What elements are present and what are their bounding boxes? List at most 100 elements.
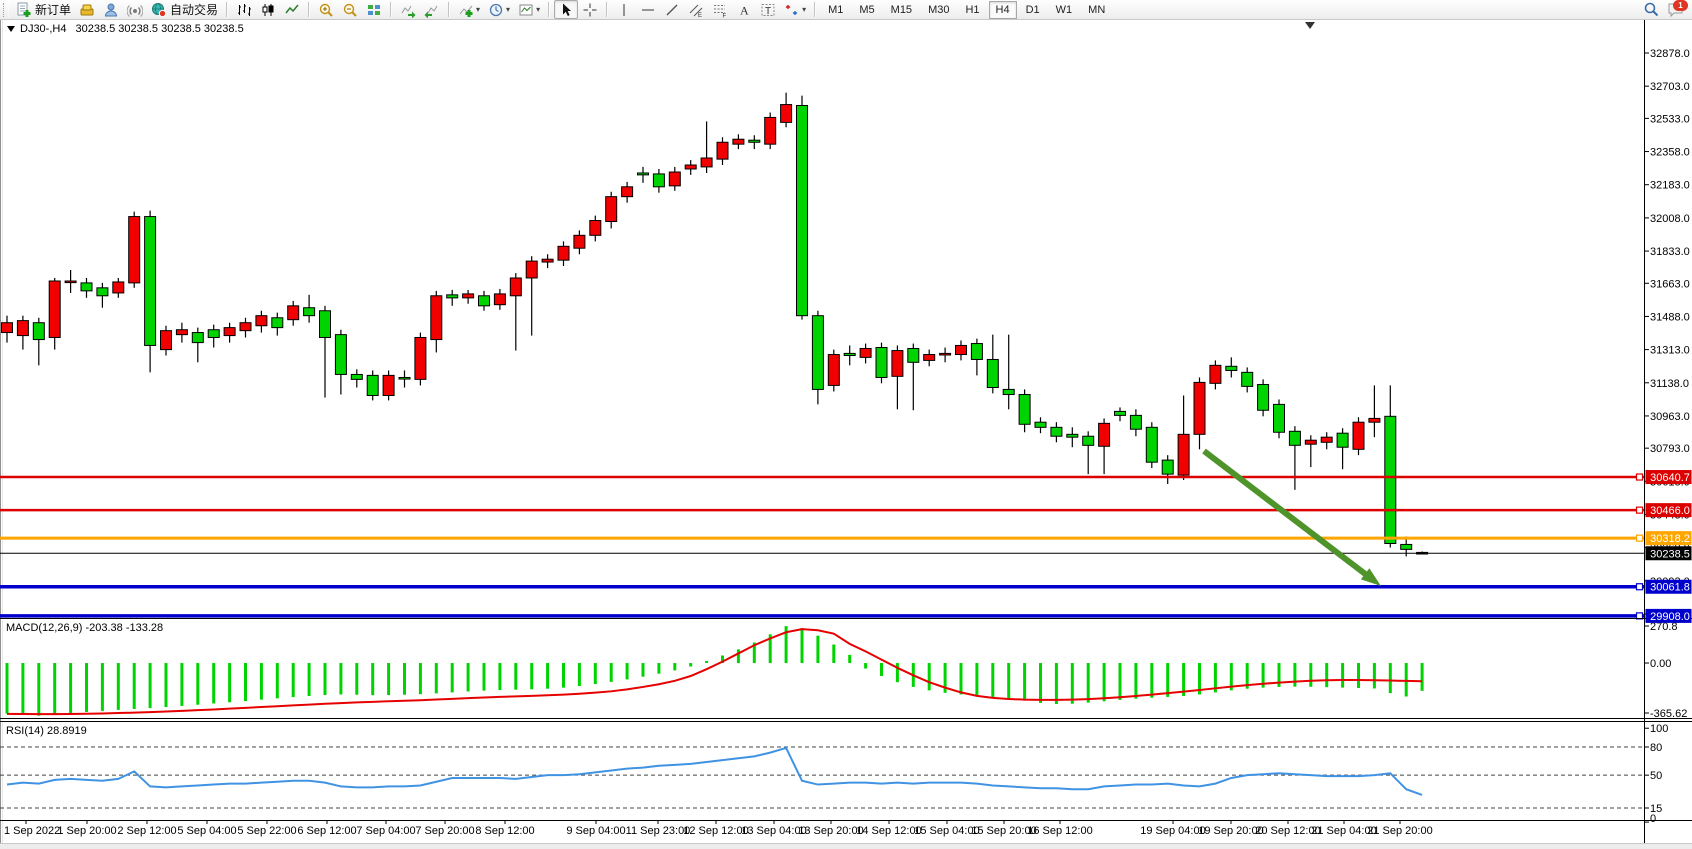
signals-button[interactable] bbox=[123, 0, 147, 19]
notifications-button[interactable]: 1 bbox=[1666, 0, 1688, 18]
channel-icon: E bbox=[688, 2, 704, 18]
rsi-pane: 100 80 50 150 RSI(14) 28.8919 bbox=[0, 723, 1668, 825]
zoom-in-button[interactable] bbox=[314, 0, 338, 19]
toolbar-separator bbox=[814, 2, 817, 17]
macd-pane: 270.8 0.00 -365.62 MACD(12,26,9) -203.38 -1… bbox=[5, 621, 1687, 720]
svg-text:100: 100 bbox=[1650, 723, 1668, 735]
svg-text:32703.0: 32703.0 bbox=[1650, 81, 1690, 93]
equidistant-channel-button[interactable]: E bbox=[684, 0, 708, 19]
indicators-button[interactable]: ▾ bbox=[454, 0, 484, 19]
timeframe-mn-button[interactable]: MN bbox=[1088, 3, 1106, 16]
svg-text:-365.62: -365.62 bbox=[1650, 708, 1687, 720]
line-handle[interactable] bbox=[1635, 612, 1644, 620]
text-button[interactable]: A bbox=[732, 0, 756, 19]
auto-trading-button[interactable]: 自动交易 bbox=[147, 0, 222, 19]
line-handle[interactable] bbox=[1635, 534, 1644, 542]
price-label-30466.0: 30466.0 bbox=[1650, 505, 1690, 517]
toolbar-separator bbox=[390, 2, 393, 17]
macd-label: MACD(12,26,9) -203.38 -133.28 bbox=[6, 622, 163, 634]
chart-shift-button[interactable] bbox=[420, 0, 444, 19]
vertical-line-button[interactable] bbox=[612, 0, 636, 19]
chevron-down-icon[interactable]: ▾ bbox=[536, 5, 541, 14]
cursor-button[interactable] bbox=[554, 0, 579, 19]
zoom-out-icon bbox=[342, 2, 358, 18]
line-chart-button[interactable] bbox=[280, 0, 304, 19]
svg-text:9 Sep 04:00: 9 Sep 04:00 bbox=[566, 825, 625, 837]
timeframe-m5-button[interactable]: M5 bbox=[859, 3, 875, 16]
fibo-icon: F bbox=[712, 2, 728, 18]
template-icon bbox=[518, 2, 534, 18]
svg-text:7 Sep 20:00: 7 Sep 20:00 bbox=[415, 825, 474, 837]
new-order-button[interactable]: 新订单 bbox=[12, 0, 75, 19]
new-order-label: 新订单 bbox=[35, 3, 72, 17]
clock-icon bbox=[488, 2, 504, 18]
market-watch-button[interactable] bbox=[99, 0, 123, 19]
text-label-button[interactable]: T bbox=[756, 0, 780, 19]
svg-text:15: 15 bbox=[1650, 803, 1662, 815]
person-icon bbox=[103, 2, 119, 18]
svg-text:13 Sep 20:00: 13 Sep 20:00 bbox=[798, 825, 863, 837]
candlestick-chart-button[interactable] bbox=[256, 0, 280, 19]
arrows-icon bbox=[784, 2, 800, 18]
timeframe-m1-button[interactable]: M1 bbox=[828, 3, 844, 16]
candles bbox=[1, 92, 1429, 557]
shift-marker[interactable] bbox=[1305, 22, 1315, 29]
chevron-down-icon[interactable]: ▾ bbox=[802, 5, 807, 14]
svg-text:13 Sep 04:00: 13 Sep 04:00 bbox=[741, 825, 806, 837]
svg-text:1 Sep 20:00: 1 Sep 20:00 bbox=[57, 825, 116, 837]
chevron-down-icon[interactable]: ▾ bbox=[476, 5, 481, 14]
svg-text:16 Sep 12:00: 16 Sep 12:00 bbox=[1027, 825, 1092, 837]
trendline-button[interactable] bbox=[660, 0, 684, 19]
svg-text:31313.0: 31313.0 bbox=[1650, 345, 1690, 357]
tile-windows-button[interactable] bbox=[362, 0, 386, 19]
chevron-down-icon[interactable]: ▾ bbox=[506, 5, 511, 14]
timeframe-h1-button[interactable]: H1 bbox=[965, 3, 980, 16]
signal-icon bbox=[127, 2, 144, 18]
candles-icon bbox=[260, 2, 276, 18]
fibonacci-button[interactable]: F bbox=[708, 0, 732, 19]
arrows-button[interactable]: ▾ bbox=[780, 0, 810, 19]
symbol-period: DJ30-,H4 bbox=[20, 23, 67, 35]
timeframe-m15-button[interactable]: M15 bbox=[890, 3, 913, 16]
svg-text:E: E bbox=[698, 13, 702, 18]
svg-text:11 Sep 23:00: 11 Sep 23:00 bbox=[626, 825, 691, 837]
svg-text:0: 0 bbox=[1650, 813, 1656, 825]
auto-scroll-button[interactable] bbox=[396, 0, 420, 19]
svg-text:32008.0: 32008.0 bbox=[1650, 213, 1690, 225]
toolbar-separator bbox=[226, 2, 229, 17]
line-handle[interactable] bbox=[1635, 473, 1644, 481]
shift-icon bbox=[424, 2, 440, 18]
horizontal-line-button[interactable] bbox=[636, 0, 660, 19]
line-handle[interactable] bbox=[1635, 583, 1644, 591]
svg-text:19 Sep 04:00: 19 Sep 04:00 bbox=[1140, 825, 1205, 837]
timeframe-m30-button[interactable]: M30 bbox=[928, 3, 950, 16]
svg-text:A: A bbox=[740, 3, 749, 17]
svg-text:270.8: 270.8 bbox=[1650, 621, 1678, 633]
svg-text:32878.0: 32878.0 bbox=[1650, 48, 1690, 60]
line-handle[interactable] bbox=[1635, 506, 1644, 514]
timeframe-h4-button[interactable]: H4 bbox=[988, 0, 1017, 19]
svg-text:14 Sep 12:00: 14 Sep 12:00 bbox=[856, 825, 921, 837]
timeframe-d1-button[interactable]: D1 bbox=[1025, 3, 1040, 16]
deposit-button[interactable] bbox=[75, 0, 99, 19]
price-labels: 30640.7 30466.0 30318.2 30238.5 30061.8 29908… bbox=[1645, 470, 1692, 623]
svg-text:0.00: 0.00 bbox=[1650, 658, 1671, 670]
bars-icon bbox=[236, 2, 252, 18]
toolbar-grip[interactable] bbox=[3, 2, 9, 17]
text-t-icon: T bbox=[760, 2, 776, 18]
svg-text:32358.0: 32358.0 bbox=[1650, 147, 1690, 159]
crosshair-button[interactable] bbox=[578, 0, 602, 19]
zoom-out-button[interactable] bbox=[338, 0, 362, 19]
periods-button[interactable]: ▾ bbox=[484, 0, 514, 19]
bar-chart-button[interactable] bbox=[232, 0, 256, 19]
svg-text:12 Sep 12:00: 12 Sep 12:00 bbox=[683, 825, 748, 837]
hline-icon bbox=[640, 2, 656, 18]
svg-text:50: 50 bbox=[1650, 770, 1662, 782]
search-button[interactable] bbox=[1642, 1, 1662, 18]
svg-text:6 Sep 12:00: 6 Sep 12:00 bbox=[297, 825, 356, 837]
collapse-icon[interactable] bbox=[7, 26, 15, 32]
templates-button[interactable]: ▾ bbox=[514, 0, 544, 19]
timeframe-w1-button[interactable]: W1 bbox=[1055, 3, 1073, 16]
